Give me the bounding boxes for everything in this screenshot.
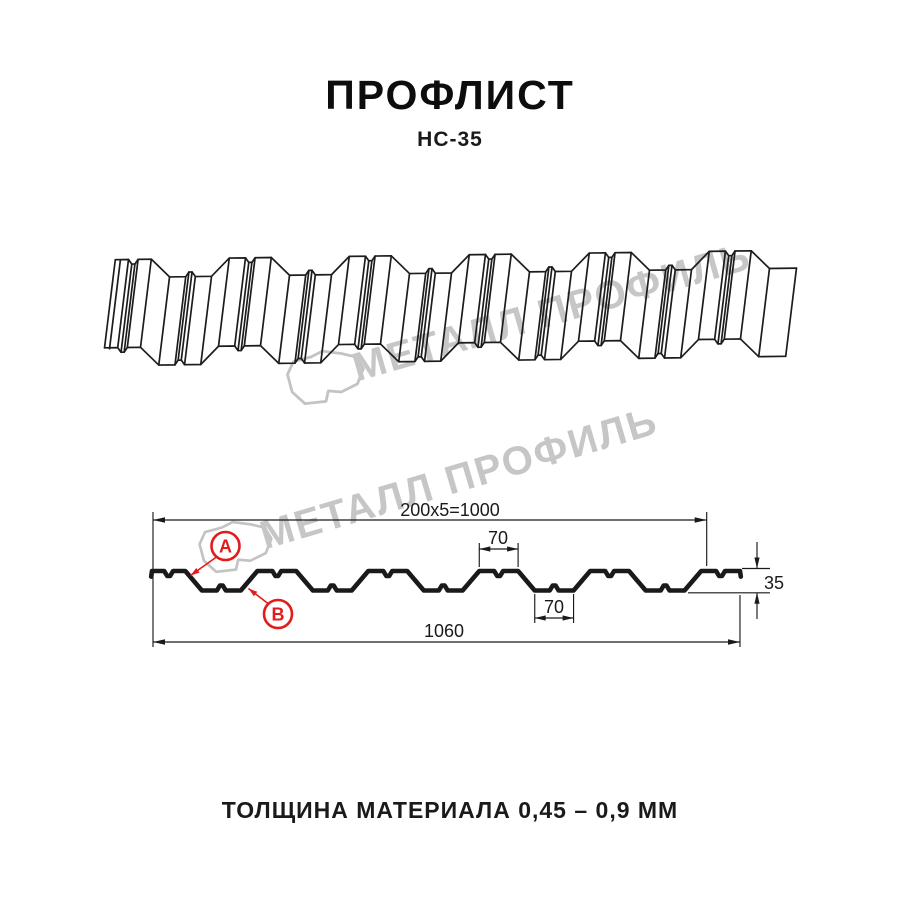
brand-logo-watermark	[198, 520, 273, 574]
sheet3d-lines	[103, 249, 798, 366]
dim-valley-width-label: 70	[544, 597, 564, 617]
marker-a-circle	[210, 530, 241, 562]
dimension-lines	[152, 512, 770, 647]
marker-b-label: В	[272, 605, 285, 625]
dim-crest-width-label: 70	[488, 528, 508, 548]
logo-outline-icon	[198, 520, 273, 574]
dimension-arrowheads	[153, 517, 760, 645]
callout-arrowheads	[190, 568, 258, 597]
marker-b-circle	[262, 598, 294, 630]
brand-logo-watermark	[286, 349, 365, 406]
profile-3d-drawing	[103, 249, 798, 366]
profile-model-subtitle: НС-35	[417, 128, 483, 151]
dim-module-width-label: 200x5=1000	[400, 500, 500, 520]
dim-height-label: 35	[764, 573, 784, 593]
profile-cross-section-diagram: 200x5=1000 70 70 35 1060 А В	[148, 500, 784, 647]
profile-outline	[148, 568, 744, 593]
logo-outline-icon	[286, 349, 365, 406]
material-thickness-note: ТОЛЩИНА МАТЕРИАЛА 0,45 – 0,9 ММ	[221, 797, 679, 823]
marker-a-label: А	[219, 537, 232, 557]
dim-total-width-label: 1060	[424, 621, 464, 641]
page-title: ПРОФЛИСТ	[325, 72, 575, 118]
